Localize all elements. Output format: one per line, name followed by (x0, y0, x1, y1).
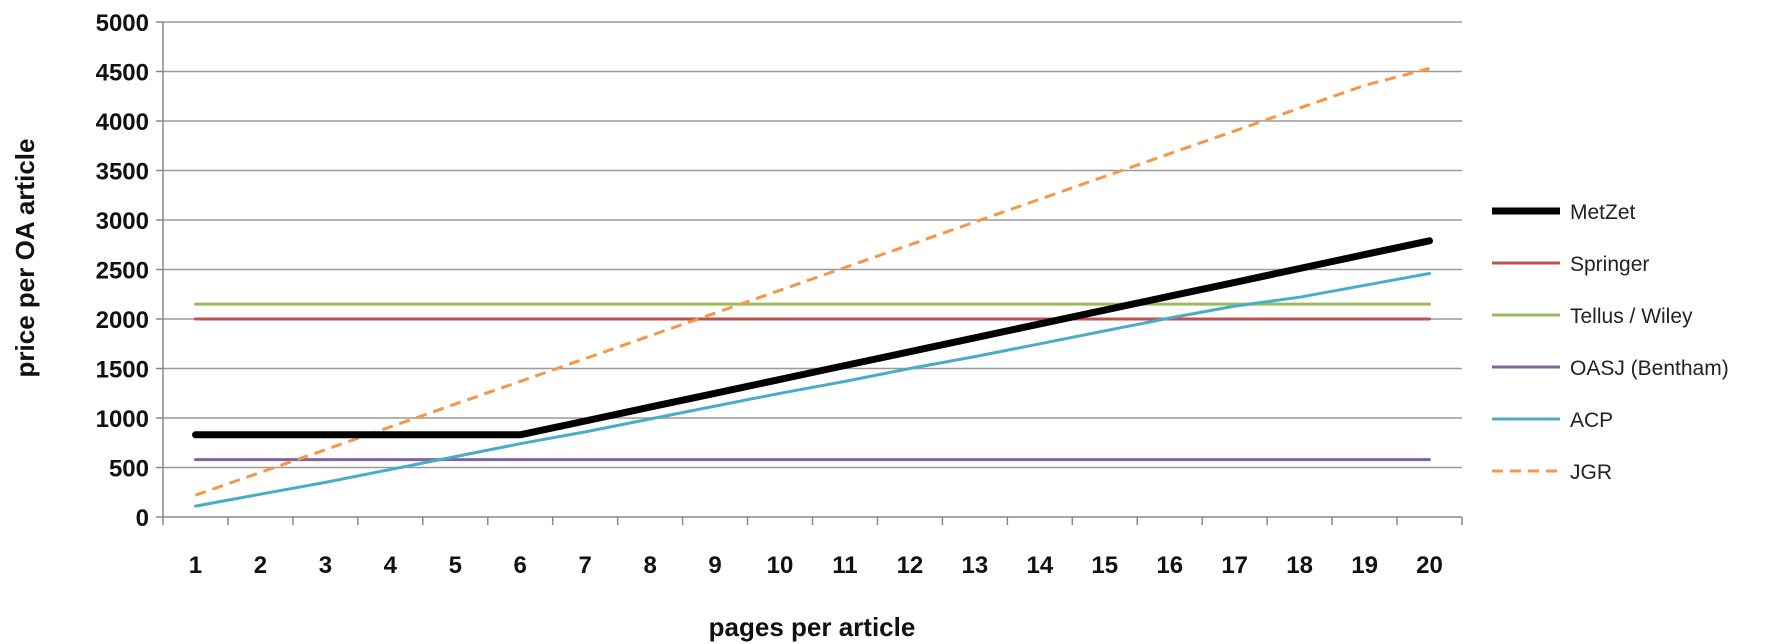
y-axis-tick-labels: 0 500 1000 1500 2000 2500 3000 3500 4000 4500 5000 (96, 10, 149, 532)
legend-label: OASJ (Bentham) (1570, 357, 1729, 380)
x-tick-label: 12 (897, 552, 924, 579)
x-tick-label: 3 (319, 552, 332, 579)
legend-item-acp: ACP (1492, 409, 1613, 432)
legend-label: MetZet (1570, 201, 1636, 224)
legend: MetZet Springer Tellus / Wiley OASJ (Bentha… (1492, 201, 1729, 484)
x-tick-label: 9 (708, 552, 721, 579)
x-tick-label: 16 (1156, 552, 1183, 579)
x-axis-tick-labels: 1 2 3 4 5 6 7 8 9 10 11 12 13 14 15 16 17 18 19 20 (189, 552, 1443, 579)
x-tick-label: 11 (832, 552, 857, 579)
series-lines (192, 67, 1433, 508)
legend-label: JGR (1570, 461, 1612, 484)
axes (156, 21, 1463, 525)
legend-item-jgr: JGR (1492, 461, 1612, 484)
x-tick-label: 20 (1416, 552, 1443, 579)
x-tick-label: 10 (767, 552, 794, 579)
y-tick-label: 2000 (96, 307, 149, 334)
legend-label: Springer (1570, 253, 1649, 276)
y-tick-label: 1000 (96, 406, 149, 433)
x-tick-label: 5 (449, 552, 462, 579)
legend-label: Tellus / Wiley (1570, 305, 1693, 328)
x-tick-label: 6 (514, 552, 527, 579)
legend-label: ACP (1570, 409, 1613, 432)
x-tick-label: 18 (1286, 552, 1313, 579)
gridlines (163, 21, 1462, 469)
x-tick-label: 14 (1026, 552, 1053, 579)
legend-item-metzet: MetZet (1492, 201, 1636, 224)
y-tick-label: 5000 (96, 10, 149, 37)
x-tick-label: 13 (962, 552, 989, 579)
legend-item-springer: Springer (1492, 253, 1649, 276)
y-tick-label: 500 (109, 456, 149, 483)
series-line-acp (194, 272, 1431, 508)
series-line-jgr (195, 67, 1430, 497)
x-tick-label: 1 (189, 552, 202, 579)
x-tick-label: 15 (1091, 552, 1118, 579)
y-tick-label: 2500 (96, 258, 149, 285)
x-tick-label: 19 (1351, 552, 1378, 579)
y-tick-label: 0 (136, 505, 149, 532)
x-tick-label: 4 (384, 552, 398, 579)
y-tick-label: 4000 (96, 109, 149, 136)
series-line-metzet (192, 237, 1433, 439)
x-tick-label: 7 (578, 552, 591, 579)
y-tick-label: 1500 (96, 357, 149, 384)
x-tick-label: 17 (1221, 552, 1248, 579)
legend-item-oasj-bentham: OASJ (Bentham) (1492, 357, 1729, 380)
y-tick-label: 3500 (96, 159, 149, 186)
y-tick-label: 3000 (96, 208, 149, 235)
y-tick-label: 4500 (96, 60, 149, 87)
x-tick-label: 8 (643, 552, 656, 579)
y-axis-title: price per OA article (10, 139, 40, 378)
legend-item-tellus-wiley: Tellus / Wiley (1492, 305, 1693, 328)
x-tick-label: 2 (254, 552, 267, 579)
x-axis-title: pages per article (709, 612, 916, 642)
